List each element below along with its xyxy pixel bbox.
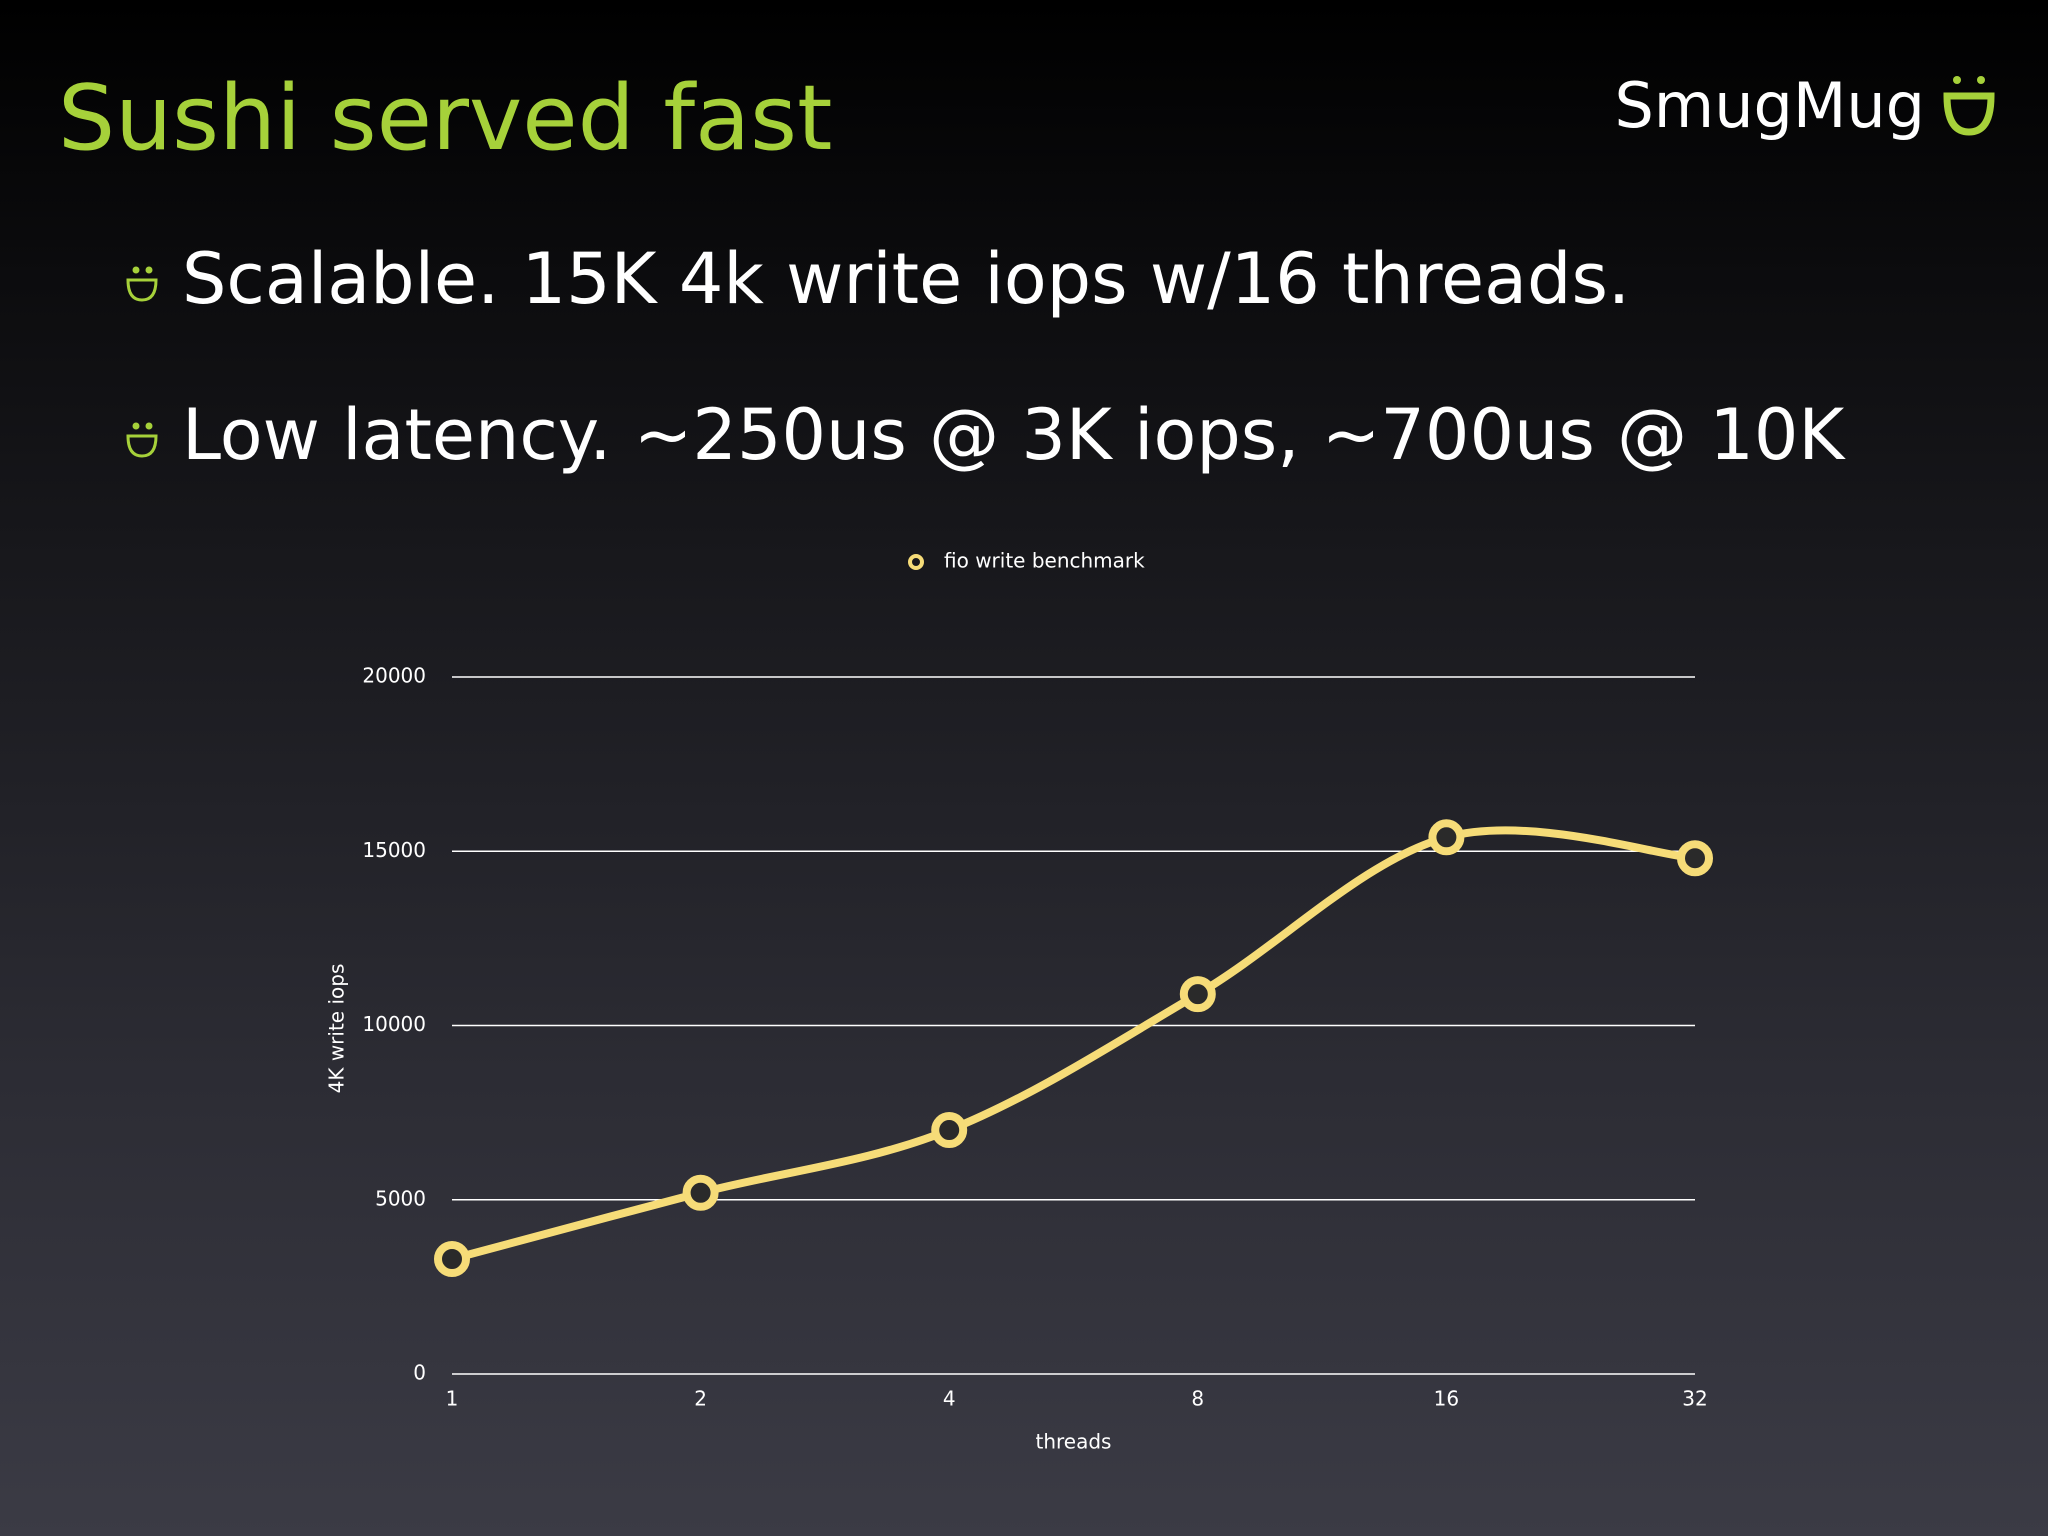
- y-tick-label: 5000: [375, 1186, 426, 1210]
- logo-icon: [1943, 76, 1995, 136]
- y-tick-label: 0: [413, 1361, 426, 1385]
- point-marker: [434, 1240, 470, 1277]
- bullet-text: Scalable. 15K 4k write iops w/16 threads…: [182, 238, 1630, 320]
- point-marker: [1677, 840, 1713, 877]
- legend-label: fio write benchmark: [944, 549, 1145, 573]
- bullet-text: Low latency. ~250us @ 3K iops, ~700us @ …: [182, 394, 1846, 476]
- bullet-icon: [126, 266, 158, 302]
- point-marker: [1179, 976, 1216, 1013]
- x-tick-label: 32: [1682, 1387, 1707, 1411]
- legend-marker: [908, 554, 924, 570]
- slide-title: Sushi served fast: [58, 66, 832, 171]
- bullet-icon: [126, 422, 158, 458]
- x-tick-label: 8: [1191, 1387, 1204, 1411]
- point-marker: [1428, 819, 1465, 856]
- point-marker: [682, 1174, 719, 1211]
- x-axis-label: threads: [1036, 1430, 1112, 1454]
- x-tick-label: 2: [694, 1387, 707, 1411]
- x-tick-label: 4: [943, 1387, 956, 1411]
- series-line: [448, 826, 1699, 1263]
- y-tick-label: 10000: [362, 1012, 426, 1036]
- logo-text: SmugMug: [1614, 69, 1925, 142]
- y-axis-label: 4K write iops: [325, 964, 349, 1094]
- point-marker: [931, 1112, 968, 1149]
- y-tick-label: 15000: [362, 838, 426, 862]
- x-tick-label: 1: [446, 1387, 459, 1411]
- x-tick-label: 16: [1434, 1387, 1459, 1411]
- y-tick-label: 20000: [362, 664, 426, 688]
- chart: 0 5000 10000 15000 20000 1 2 4 8 16 32 threads 4K wr…: [325, 549, 1713, 1454]
